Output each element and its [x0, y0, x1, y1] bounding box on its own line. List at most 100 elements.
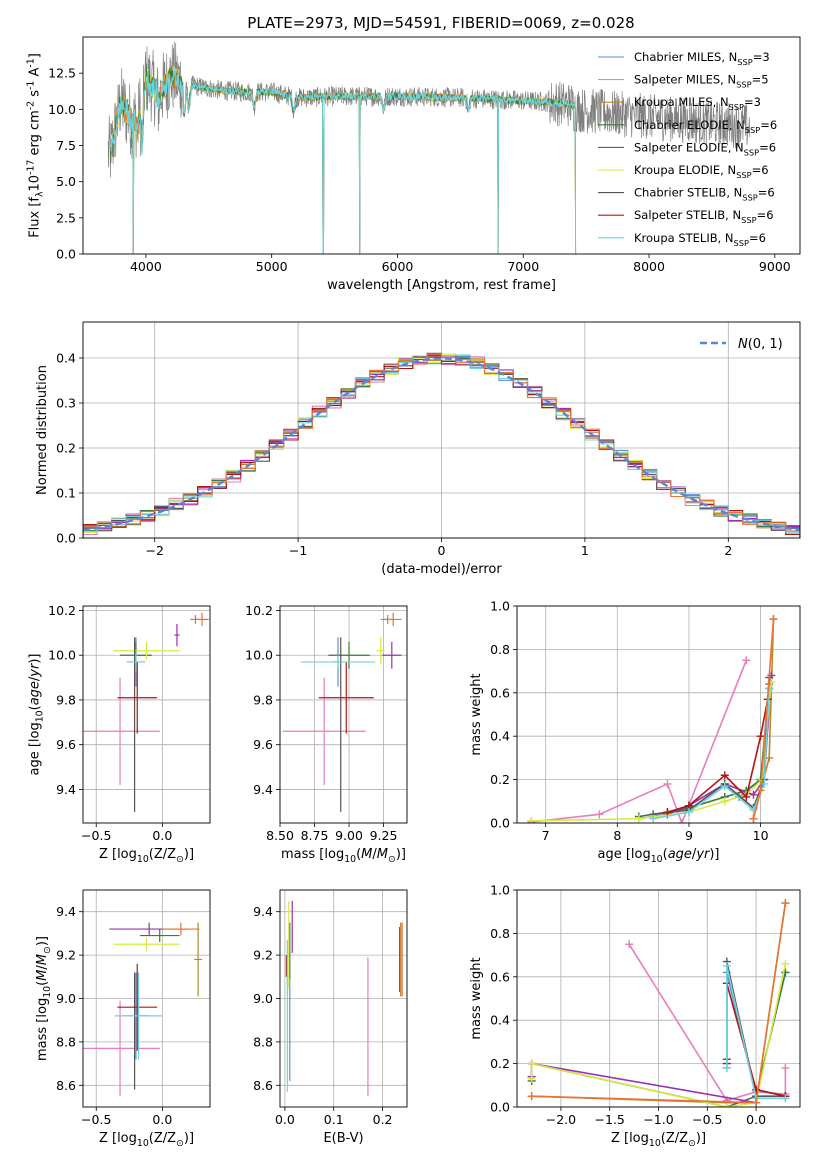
errorbar-point — [376, 637, 385, 665]
y-tick-label: 0.0 — [56, 531, 76, 546]
errorbar-point — [195, 612, 209, 627]
y-tick-label: 0.4 — [56, 351, 76, 366]
legend-label: Salpeter ELODIE, NSSP=6 — [634, 140, 776, 157]
x-tick-label: 9.25 — [370, 828, 398, 843]
y-tick-label: 1.0 — [490, 883, 510, 898]
y-tick-label: 0.0 — [56, 247, 76, 262]
weight-marker — [527, 816, 536, 823]
x-tick-label: 9.00 — [335, 828, 363, 843]
errorbar-point — [113, 641, 180, 660]
x-tick-label: 7000 — [507, 259, 539, 274]
weight-marker — [720, 782, 729, 791]
weight-marker — [595, 810, 604, 819]
x-axis-label: E(B-V) — [323, 1131, 363, 1146]
x-tick-label: 0.0 — [152, 828, 172, 843]
weight-line-kroupa-stelib — [652, 688, 770, 820]
x-axis-label: age [log10(age/yr)] — [597, 847, 719, 865]
y-axis-label: mass weight — [469, 957, 484, 1039]
legend-label: Salpeter STELIB, NSSP=6 — [634, 208, 774, 225]
weight-marker — [649, 814, 658, 823]
x-tick-label: 10 — [753, 828, 769, 843]
errorbar-point — [318, 661, 374, 734]
weight-marker — [756, 732, 765, 741]
plot-layer: 4000 5000 6000 7000 8000 90000.02.55.07.510.0… — [26, 36, 801, 1149]
y-tick-label: 0.6 — [490, 969, 510, 984]
weight-line-kroupa-stelib — [725, 965, 786, 1100]
errorbar-point — [83, 1000, 160, 1097]
errorbar-point — [174, 623, 180, 647]
x-tick-label: 0.0 — [746, 1112, 766, 1127]
y-tick-label: 12.5 — [48, 66, 76, 81]
legend-label: Kroupa MILES, NSSP=3 — [634, 95, 761, 112]
y-tick-label: 0.6 — [490, 685, 510, 700]
y-tick-label: 0.2 — [490, 1056, 510, 1071]
y-tick-label: 9.2 — [253, 948, 273, 963]
panel-spectrum: 4000 5000 6000 7000 8000 9000 0.0 2.5 5.0 7.5 10.0… — [26, 36, 801, 293]
y-tick-label: 0.4 — [490, 1013, 510, 1028]
weight-marker — [765, 753, 774, 762]
weight-line-salpeter-stelib — [667, 699, 769, 813]
weight-marker — [527, 1059, 536, 1068]
y-tick-label: 9.0 — [56, 991, 76, 1006]
y-axis-label: Flux [fλ10-17 erg cm-2 s-1 A-1] — [26, 53, 46, 238]
legend-label: Chabrier STELIB, NSSP=6 — [634, 186, 775, 203]
plot-area-mass_vs_age — [282, 612, 402, 812]
y-tick-label: 10.0 — [245, 648, 273, 663]
plot-area-Z_weights — [527, 899, 790, 1107]
x-tick-label: 8.75 — [301, 828, 329, 843]
plot-area-age_weights — [527, 615, 778, 823]
errorbar-point — [328, 641, 370, 669]
y-tick-label: 0.8 — [490, 642, 510, 657]
plot-area-Z_vs_mass — [83, 922, 203, 1097]
weight-marker — [720, 797, 729, 806]
x-tick-label: 4000 — [130, 259, 162, 274]
y-tick-label: 0.1 — [56, 486, 76, 501]
panel-residuals: −2 −1 0 1 2 0.0 0.1 0.2 0.3 0.4 (data-model)/error… — [35, 321, 801, 577]
y-tick-label: 9.4 — [56, 904, 76, 919]
y-tick-label: 9.0 — [253, 991, 273, 1006]
x-tick-label: 0.0 — [275, 1112, 295, 1127]
x-tick-label: 7 — [542, 828, 550, 843]
y-tick-label: 9.2 — [56, 948, 76, 963]
weight-marker — [781, 959, 790, 968]
x-tick-label: 0.2 — [373, 1112, 393, 1127]
legend-label: N(0, 1) — [738, 337, 783, 352]
y-tick-label: 7.5 — [56, 138, 76, 153]
x-tick-label: 1 — [581, 543, 589, 558]
weight-marker — [663, 808, 672, 817]
y-tick-label: 0.2 — [490, 772, 510, 787]
x-tick-label: 2 — [724, 543, 732, 558]
x-tick-label: 0.1 — [324, 1112, 344, 1127]
errorbar-point — [114, 972, 163, 1060]
x-tick-label: 0 — [438, 543, 446, 558]
plot-area-Z_vs_age — [83, 612, 209, 812]
x-axis-label: Z [log10(Z/Z⊙)] — [611, 1131, 706, 1149]
weight-marker — [527, 1092, 536, 1101]
legend-label: Kroupa ELODIE, NSSP=6 — [634, 163, 769, 180]
x-axis-label: mass [log10(M/M⊙)] — [281, 847, 406, 865]
x-tick-label: −1.5 — [595, 1112, 625, 1127]
panel-ebv_vs_mass: 0.0 0.1 0.2 8.6 8.8 9.0 9.2 9.4 E(B-V) — [253, 889, 408, 1146]
legend-label: Salpeter MILES, NSSP=5 — [634, 73, 769, 90]
x-tick-label: 9000 — [759, 259, 791, 274]
legend-label: Chabrier ELODIE, NSSP=6 — [634, 118, 777, 135]
figure-title: PLATE=2973, MJD=54591, FIBERID=0069, z=0… — [247, 14, 634, 32]
y-tick-label: 2.5 — [56, 210, 76, 225]
weight-marker — [625, 940, 634, 949]
weight-marker — [722, 961, 731, 970]
weight-marker — [663, 779, 672, 788]
weight-marker — [756, 786, 765, 795]
legend-label: Kroupa STELIB, NSSP=6 — [634, 231, 766, 248]
errorbar-point — [194, 922, 203, 997]
y-tick-label: 0.0 — [490, 816, 510, 831]
errorbar-point — [382, 641, 402, 669]
y-tick-label: 9.4 — [253, 782, 273, 797]
panel-age_weights: 7 8 9 10 0.0 0.2 0.4 0.6 0.8 1.0 age [log10(age/yr… — [469, 599, 801, 865]
errorbar-point — [384, 612, 402, 627]
x-tick-label: −2 — [145, 543, 163, 558]
weight-marker — [722, 1103, 731, 1107]
weight-marker — [752, 1098, 761, 1107]
weight-marker — [781, 1094, 790, 1103]
normal-reference-curve — [83, 357, 800, 532]
